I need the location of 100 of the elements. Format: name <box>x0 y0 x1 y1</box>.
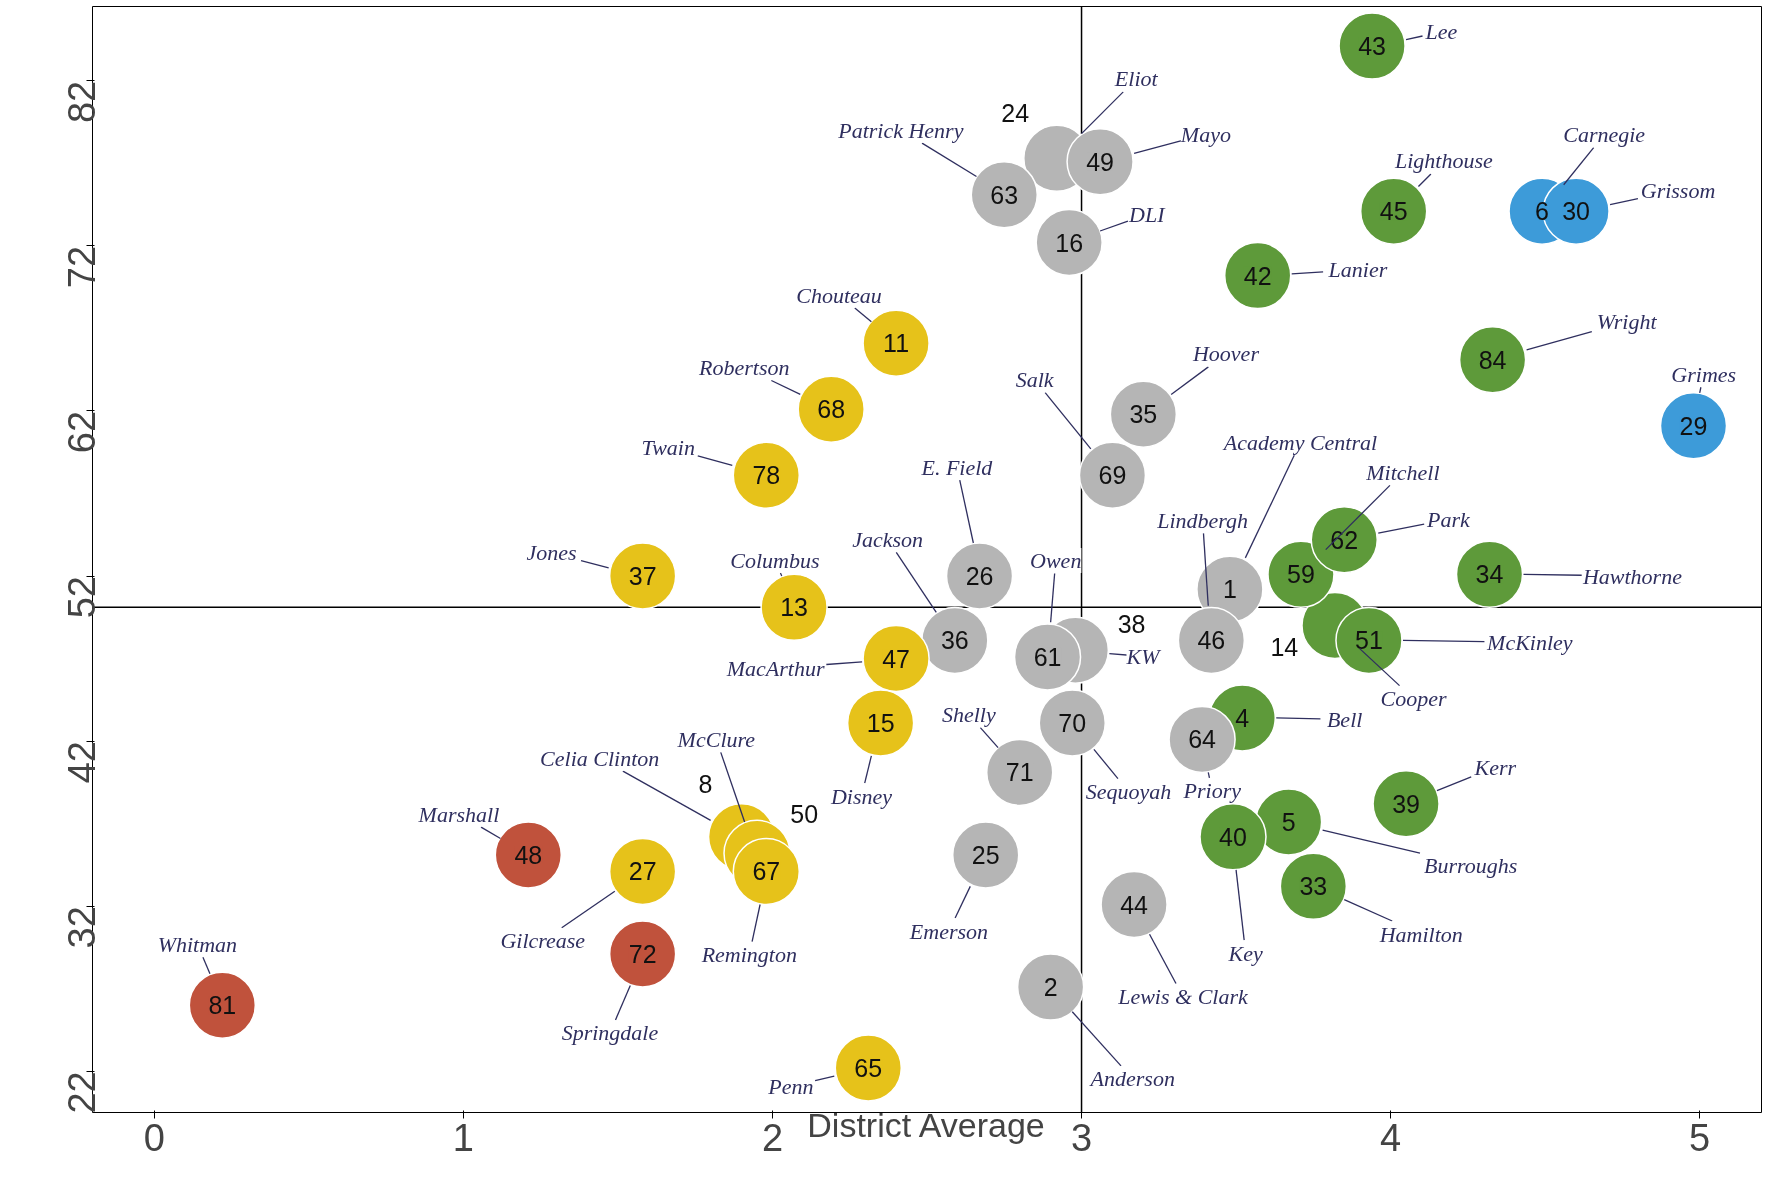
annotation: Lanier <box>1327 256 1388 282</box>
annotation: 71 <box>1005 758 1034 787</box>
annotation: Carnegie <box>1563 122 1646 148</box>
annotation: 4 <box>1235 703 1250 732</box>
annotation: DLI <box>1128 201 1167 227</box>
annotation: Sequoyah <box>1085 779 1172 805</box>
annotation: Patrick Henry <box>837 117 964 143</box>
annotation: 50 <box>790 799 819 828</box>
annotation: 81 <box>208 991 237 1020</box>
annotation: MacArthur <box>725 655 825 681</box>
annotation: 44 <box>1120 890 1149 919</box>
annotation: 59 <box>1287 560 1315 589</box>
annotation: 8 <box>698 769 713 798</box>
annotation: 27 <box>628 857 657 886</box>
x-tick-label: 4 <box>1380 1116 1402 1159</box>
annotation: Salk <box>1015 367 1055 393</box>
annotation: 49 <box>1086 147 1114 176</box>
annotation: Academy Central <box>1221 429 1378 455</box>
annotation: 14 <box>1270 632 1299 661</box>
annotation: 15 <box>866 708 895 737</box>
annotation: 69 <box>1098 461 1127 490</box>
x-tick-label: 5 <box>1689 1116 1711 1159</box>
annotation: Priory <box>1182 778 1242 804</box>
annotation: 37 <box>628 562 657 591</box>
annotation: Lighthouse <box>1393 148 1494 174</box>
annotation: 38 <box>1117 610 1146 639</box>
x-tick-label: 0 <box>143 1116 165 1159</box>
annotation: 26 <box>965 562 994 591</box>
annotation: 51 <box>1355 626 1383 655</box>
annotation: 42 <box>1243 261 1272 290</box>
annotation: Cooper <box>1380 686 1447 712</box>
annotation: 5 <box>1281 807 1296 836</box>
annotation: 72 <box>628 940 657 969</box>
x-axis-title: District Average <box>807 1105 1045 1144</box>
annotation: 25 <box>971 840 1000 869</box>
annotation: 13 <box>780 593 809 622</box>
annotation: 2 <box>1043 973 1058 1002</box>
x-tick-label: 1 <box>452 1116 474 1159</box>
annotation: 36 <box>940 626 969 655</box>
y-tick-label: 72 <box>61 245 103 289</box>
x-tick-label: 2 <box>761 1116 784 1159</box>
annotation: Mayo <box>1179 121 1231 147</box>
annotation: 16 <box>1055 228 1084 257</box>
annotation: Marshall <box>417 801 500 827</box>
annotation: 35 <box>1129 400 1158 429</box>
annotation: Park <box>1426 506 1471 532</box>
annotation: Columbus <box>730 547 820 573</box>
annotation: 63 <box>990 180 1019 209</box>
annotation: Owen <box>1030 547 1082 573</box>
annotation: 30 <box>1562 197 1590 226</box>
annotation: McClure <box>676 726 756 752</box>
annotation: 43 <box>1358 32 1386 61</box>
annotation: Celia Clinton <box>540 745 660 771</box>
annotation: 67 <box>752 857 781 886</box>
annotation: 46 <box>1197 626 1226 655</box>
annotation: McKinley <box>1486 629 1573 655</box>
annotation: Key <box>1227 940 1264 966</box>
annotation: Lewis & Clark <box>1117 984 1249 1010</box>
annotation: 78 <box>752 461 781 490</box>
y-tick-label: 62 <box>61 410 103 454</box>
annotation: Mitchell <box>1365 459 1440 485</box>
annotation: 61 <box>1033 642 1062 671</box>
y-tick-label: 22 <box>61 1071 103 1114</box>
annotation: 84 <box>1478 345 1507 374</box>
annotation: 62 <box>1330 525 1359 554</box>
annotation: Bell <box>1326 706 1363 732</box>
annotation: Kerr <box>1473 754 1517 780</box>
annotation: 68 <box>817 395 846 424</box>
x-tick-label: 3 <box>1070 1116 1093 1159</box>
annotation: Lee <box>1424 19 1458 45</box>
annotation: Anderson <box>1088 1066 1175 1092</box>
annotation: 64 <box>1188 725 1217 754</box>
y-tick-label: 32 <box>61 906 103 949</box>
annotation: 1 <box>1222 575 1237 604</box>
annotation: Burroughs <box>1424 852 1518 878</box>
annotation: Jones <box>526 540 577 566</box>
annotation: 39 <box>1392 789 1420 818</box>
y-tick-label: 82 <box>61 80 103 124</box>
annotation: E. Field <box>920 454 994 480</box>
y-tick-label: 52 <box>61 575 103 619</box>
annotation: Remington <box>700 942 797 968</box>
annotation: 48 <box>514 840 543 869</box>
annotation: Jackson <box>852 526 924 552</box>
annotation: Lindbergh <box>1156 507 1249 533</box>
annotation: 65 <box>854 1053 883 1082</box>
annotation: Hawthorne <box>1581 563 1683 589</box>
annotation: 40 <box>1219 822 1247 851</box>
annotation: 70 <box>1058 708 1087 737</box>
annotation: Grissom <box>1640 177 1716 203</box>
annotation: 34 <box>1475 560 1504 589</box>
y-tick-label: 42 <box>61 741 103 784</box>
annotation: 24 <box>1001 99 1030 128</box>
annotation: 33 <box>1299 872 1328 901</box>
annotation: Wright <box>1596 309 1658 335</box>
annotation: Disney <box>829 783 893 809</box>
annotation: KW <box>1125 643 1162 669</box>
annotation: 29 <box>1679 411 1708 440</box>
annotation: Hamilton <box>1378 921 1463 947</box>
annotation: 11 <box>883 329 910 358</box>
annotation: 45 <box>1379 197 1408 226</box>
